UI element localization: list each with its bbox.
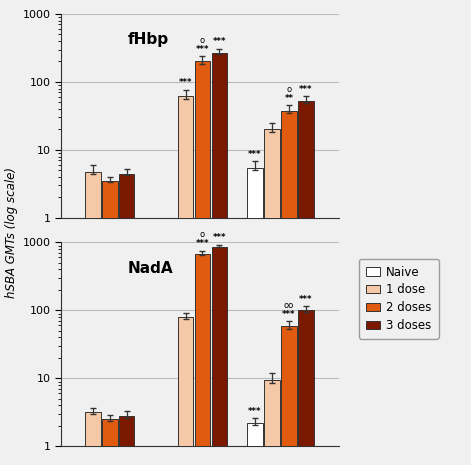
- Bar: [212, 246, 227, 465]
- Text: hSBA GMTs (log scale): hSBA GMTs (log scale): [5, 167, 18, 298]
- Text: ***: ***: [213, 37, 226, 46]
- Bar: [119, 416, 135, 465]
- Text: ***: ***: [213, 233, 226, 242]
- Bar: [85, 172, 100, 465]
- Text: ***: ***: [282, 310, 296, 319]
- Text: ***: ***: [196, 239, 209, 248]
- Text: **: **: [284, 93, 293, 103]
- Bar: [102, 181, 117, 465]
- Bar: [264, 129, 280, 465]
- Text: ***: ***: [299, 85, 313, 94]
- Text: fHbp: fHbp: [128, 32, 169, 47]
- Text: o: o: [200, 230, 205, 239]
- Text: oo: oo: [284, 301, 294, 310]
- Bar: [102, 419, 117, 465]
- Text: ***: ***: [196, 45, 209, 54]
- Text: ***: ***: [179, 79, 192, 87]
- Text: ***: ***: [248, 150, 262, 159]
- Bar: [281, 326, 297, 465]
- Text: ***: ***: [248, 407, 262, 416]
- Legend: Naive, 1 dose, 2 doses, 3 doses: Naive, 1 dose, 2 doses, 3 doses: [359, 259, 439, 339]
- Bar: [247, 167, 263, 465]
- Text: o: o: [200, 36, 205, 45]
- Text: o: o: [286, 85, 292, 94]
- Bar: [298, 311, 314, 465]
- Bar: [212, 53, 227, 465]
- Bar: [178, 96, 193, 465]
- Bar: [281, 111, 297, 465]
- Bar: [178, 317, 193, 465]
- Bar: [298, 101, 314, 465]
- Bar: [247, 423, 263, 465]
- Bar: [195, 61, 210, 465]
- Bar: [119, 173, 135, 465]
- Text: ***: ***: [299, 295, 313, 304]
- Text: NadA: NadA: [128, 261, 173, 276]
- Bar: [264, 380, 280, 465]
- Bar: [195, 254, 210, 465]
- Bar: [85, 412, 100, 465]
